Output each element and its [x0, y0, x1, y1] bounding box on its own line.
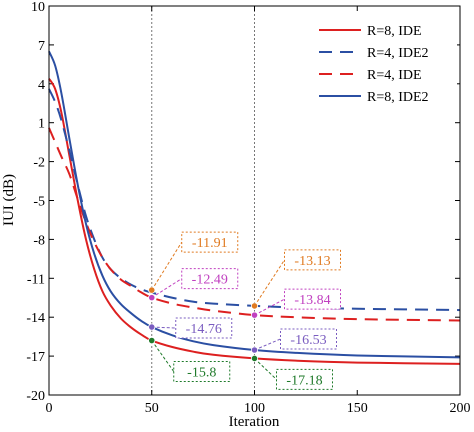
y-tick-label: -5 [33, 195, 45, 210]
annotation-leader [254, 358, 277, 380]
annotation-box [284, 249, 341, 271]
annotation-marker [148, 294, 156, 302]
series-line-2 [48, 127, 461, 322]
x-tick-label: 150 [347, 401, 368, 416]
x-axis-label: Iteration [229, 414, 280, 430]
annotation-6: -16.53 [250, 328, 337, 354]
plot-frame [48, 5, 461, 396]
annotation-leader [254, 298, 285, 316]
legend: R=8, IDE R=4, IDE2 R=4, IDE R=8, IDE2 [312, 11, 457, 111]
y-axis-ticks: 10 7 4 1 -2 -5 -8 -11 -14 -17 -20 [26, 0, 460, 404]
annotation-marker [148, 336, 156, 345]
annotation-label: -11.91 [192, 236, 228, 251]
x-tick-label: 50 [145, 401, 159, 416]
annotation-label: -15.8 [187, 366, 216, 381]
y-tick-label: -14 [26, 311, 45, 326]
annotation-box [173, 361, 231, 383]
annotation-leader [151, 340, 175, 372]
annotation-label: -17.18 [286, 373, 322, 388]
y-tick-label: 1 [38, 117, 45, 132]
annotation-leader [151, 326, 176, 329]
annotation-label: -16.53 [290, 333, 326, 348]
y-tick-label: 10 [31, 0, 45, 15]
legend-label-3: R=8, IDE2 [367, 90, 429, 105]
y-tick-label: -11 [27, 272, 45, 287]
y-tick-label: 7 [38, 39, 45, 54]
annotation-leader [254, 259, 285, 307]
annotation-leader [151, 278, 183, 299]
x-tick-label: 100 [244, 401, 265, 416]
annotation-5: -13.84 [250, 288, 341, 319]
annotation-3: -15.8 [148, 336, 231, 383]
y-axis-label: IUI (dB) [1, 174, 17, 226]
y-tick-label: -2 [33, 156, 45, 171]
legend-label-0: R=8, IDE [367, 24, 422, 39]
annotation-label: -14.76 [186, 322, 222, 337]
y-tick-label: -20 [26, 389, 45, 404]
y-tick-label: 4 [38, 78, 45, 93]
annotation-box [181, 231, 239, 253]
annotation-7: -17.18 [250, 354, 333, 390]
annotation-box [280, 328, 337, 350]
annotation-marker [148, 286, 156, 294]
annotation-marker [250, 311, 259, 319]
annotation-box [181, 268, 239, 290]
annotation-1: -12.49 [148, 268, 239, 302]
annotation-leader [151, 241, 183, 291]
annotation-marker [250, 302, 259, 310]
y-tick-label: -8 [33, 233, 45, 248]
annotations: -11.91 -12.49 -14.76 -15.8 -13.13 -13.84 -16.5… [148, 231, 341, 390]
annotation-0: -11.91 [148, 231, 239, 294]
annotation-label: -13.84 [294, 293, 330, 308]
x-tick-label: 200 [450, 401, 471, 416]
annotation-box [175, 317, 233, 339]
annotation-label: -12.49 [192, 273, 228, 288]
annotation-2: -14.76 [148, 317, 233, 339]
annotation-4: -13.13 [250, 249, 341, 310]
annotation-marker [250, 354, 259, 363]
x-tick-label: 0 [46, 401, 53, 416]
y-tick-label: -17 [26, 350, 45, 365]
legend-box [312, 11, 457, 111]
annotation-marker [148, 323, 156, 331]
legend-label-2: R=4, IDE [367, 68, 422, 83]
legend-label-1: R=4, IDE2 [367, 46, 429, 61]
annotation-box [276, 368, 333, 390]
annotation-label: -13.13 [294, 254, 330, 269]
annotation-box [284, 288, 341, 310]
annotation-marker [250, 346, 259, 354]
